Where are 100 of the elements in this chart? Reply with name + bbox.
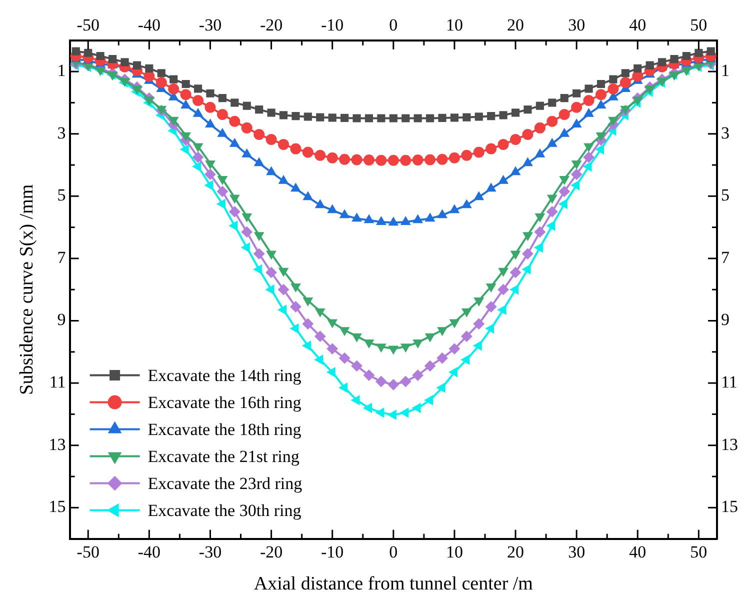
point xyxy=(193,143,203,152)
point xyxy=(180,132,191,141)
point xyxy=(144,96,154,106)
point xyxy=(278,268,288,276)
point xyxy=(216,199,226,209)
point xyxy=(278,305,286,315)
point xyxy=(436,352,448,364)
point xyxy=(534,122,546,134)
point xyxy=(583,95,594,106)
point xyxy=(669,72,680,80)
point xyxy=(595,89,606,100)
point xyxy=(583,152,594,163)
point xyxy=(377,114,386,122)
x-axis-title: Axial distance from tunnel center /m xyxy=(254,574,534,595)
point xyxy=(241,122,252,134)
point xyxy=(315,308,325,317)
point xyxy=(498,175,508,184)
point xyxy=(194,84,202,93)
point xyxy=(389,114,398,122)
point xyxy=(609,75,618,84)
point xyxy=(595,144,604,154)
point xyxy=(571,102,582,113)
point xyxy=(192,162,202,172)
point xyxy=(522,158,533,166)
y-axis-title: Subsidence curve S(x) /mm xyxy=(16,184,38,395)
y2-tick-label: 5 xyxy=(721,186,730,205)
x-tick-label: 30 xyxy=(568,542,586,562)
point xyxy=(510,166,520,176)
point xyxy=(156,76,167,88)
point xyxy=(572,119,582,128)
point xyxy=(498,284,509,296)
point xyxy=(328,204,338,214)
point xyxy=(608,83,619,94)
point xyxy=(498,268,508,276)
point xyxy=(510,284,519,294)
point xyxy=(266,266,277,278)
point xyxy=(230,194,240,204)
legend-label: Excavate the 23rd ring xyxy=(148,474,303,493)
y-tick-label: 5 xyxy=(57,186,66,205)
point xyxy=(314,150,326,161)
point xyxy=(487,112,496,120)
x2-tick-label: 20 xyxy=(507,16,524,35)
y-tick-label: 7 xyxy=(57,248,66,267)
point xyxy=(547,138,557,147)
point xyxy=(400,344,410,352)
point xyxy=(144,70,155,82)
point xyxy=(218,94,226,102)
point xyxy=(340,114,349,122)
point xyxy=(546,220,556,231)
point xyxy=(450,114,458,122)
point xyxy=(474,192,484,200)
y-tick-label: 9 xyxy=(57,310,66,330)
x2-tick-label: 10 xyxy=(446,16,463,35)
point xyxy=(632,70,644,82)
point xyxy=(388,217,398,226)
point xyxy=(229,220,238,231)
point xyxy=(266,284,274,294)
point xyxy=(108,72,118,80)
point xyxy=(314,330,326,342)
point xyxy=(546,116,558,127)
point xyxy=(499,111,508,120)
point xyxy=(571,168,582,180)
point xyxy=(328,319,338,328)
point xyxy=(596,80,606,88)
x2-tick-label: -10 xyxy=(321,16,344,35)
point xyxy=(706,47,715,56)
y-tick-label: 3 xyxy=(57,123,66,142)
point xyxy=(461,330,472,342)
point xyxy=(230,138,240,147)
point xyxy=(304,112,312,121)
point xyxy=(400,376,412,387)
point xyxy=(255,106,264,114)
point xyxy=(96,52,104,60)
point xyxy=(339,352,350,364)
point xyxy=(473,146,484,158)
point xyxy=(302,340,311,350)
point xyxy=(170,75,178,84)
point xyxy=(670,55,678,64)
point xyxy=(473,318,484,330)
point xyxy=(572,160,582,169)
point xyxy=(180,89,192,100)
point xyxy=(254,232,264,241)
y2-tick-label: 1 xyxy=(721,61,730,80)
point xyxy=(363,370,374,381)
point xyxy=(584,84,593,93)
point xyxy=(388,379,399,390)
point xyxy=(511,108,520,117)
point xyxy=(193,108,203,117)
point xyxy=(254,264,262,274)
point xyxy=(412,214,423,224)
point xyxy=(522,264,531,274)
point xyxy=(376,376,387,387)
x2-tick-label: -20 xyxy=(260,16,283,35)
point xyxy=(216,186,228,197)
point xyxy=(572,89,581,98)
point xyxy=(462,200,472,208)
point xyxy=(254,128,265,140)
point xyxy=(510,134,522,145)
point xyxy=(558,109,570,120)
point xyxy=(204,168,216,180)
